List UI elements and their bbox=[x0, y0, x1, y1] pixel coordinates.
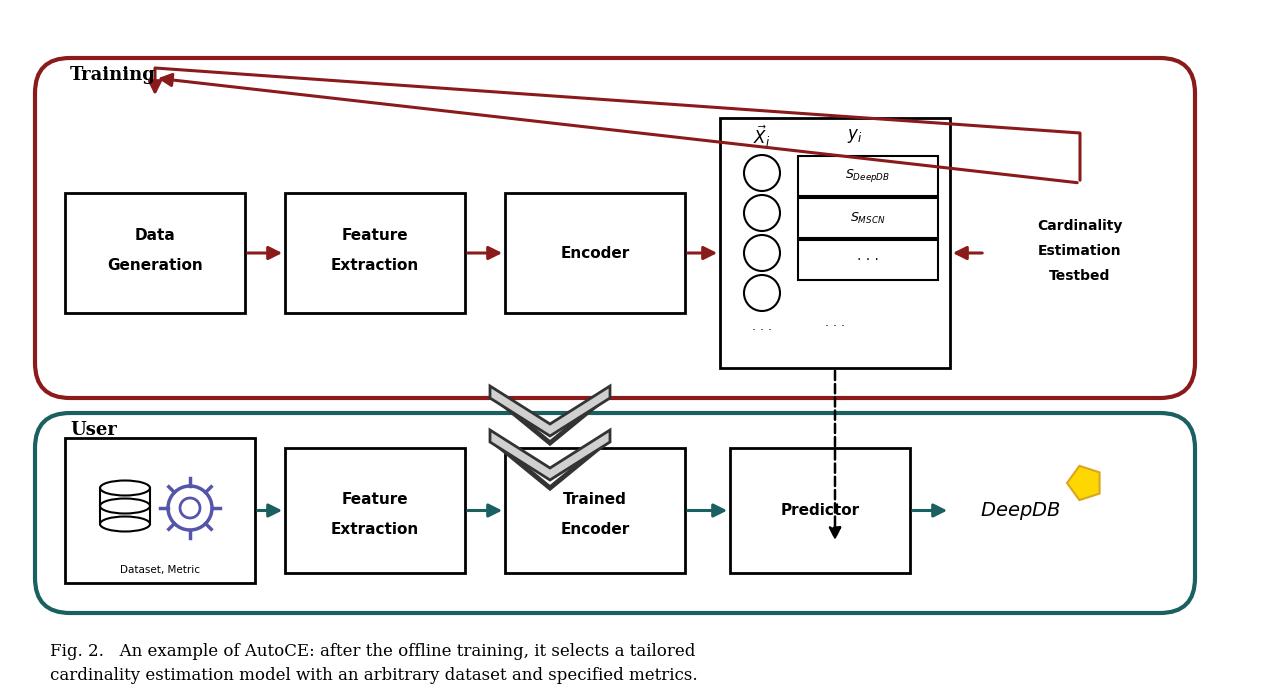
FancyBboxPatch shape bbox=[505, 193, 685, 313]
Text: Fig. 2.   An example of AutoCE: after the offline training, it selects a tailore: Fig. 2. An example of AutoCE: after the … bbox=[49, 643, 697, 683]
Ellipse shape bbox=[100, 480, 150, 496]
FancyArrowPatch shape bbox=[150, 68, 1080, 180]
Text: $\vec{X}_i$: $\vec{X}_i$ bbox=[753, 124, 771, 149]
FancyBboxPatch shape bbox=[730, 448, 910, 573]
FancyBboxPatch shape bbox=[720, 118, 950, 368]
FancyBboxPatch shape bbox=[798, 156, 938, 196]
Ellipse shape bbox=[100, 498, 150, 514]
Text: $DeepDB$: $DeepDB$ bbox=[980, 500, 1060, 521]
Text: Extraction: Extraction bbox=[331, 523, 420, 537]
Text: · · ·: · · · bbox=[825, 320, 844, 332]
Text: · · ·: · · · bbox=[752, 323, 772, 336]
Text: Encoder: Encoder bbox=[560, 523, 630, 537]
Text: Predictor: Predictor bbox=[780, 503, 860, 518]
Text: $S_{MSCN}$: $S_{MSCN}$ bbox=[851, 211, 886, 225]
FancyBboxPatch shape bbox=[798, 240, 938, 280]
Text: Generation: Generation bbox=[107, 258, 203, 274]
FancyBboxPatch shape bbox=[285, 448, 465, 573]
Text: · · ·: · · · bbox=[857, 253, 879, 267]
Polygon shape bbox=[489, 386, 610, 436]
Text: Extraction: Extraction bbox=[331, 258, 420, 274]
Text: $y_i$: $y_i$ bbox=[847, 127, 862, 145]
FancyBboxPatch shape bbox=[505, 448, 685, 573]
Text: Cardinality: Cardinality bbox=[1037, 219, 1122, 233]
FancyBboxPatch shape bbox=[798, 198, 938, 238]
Text: Dataset, Metric: Dataset, Metric bbox=[120, 565, 200, 575]
Ellipse shape bbox=[100, 517, 150, 531]
FancyBboxPatch shape bbox=[65, 438, 255, 583]
Text: Testbed: Testbed bbox=[1050, 269, 1111, 283]
Text: Estimation: Estimation bbox=[1038, 244, 1122, 258]
Text: Training: Training bbox=[70, 66, 156, 84]
Polygon shape bbox=[489, 430, 610, 480]
Text: Feature: Feature bbox=[341, 228, 408, 244]
Text: User: User bbox=[70, 421, 117, 439]
Text: Trained: Trained bbox=[563, 493, 626, 507]
Text: Encoder: Encoder bbox=[560, 246, 630, 260]
FancyBboxPatch shape bbox=[285, 193, 465, 313]
Text: Feature: Feature bbox=[341, 493, 408, 507]
Text: $S_{DeepDB}$: $S_{DeepDB}$ bbox=[846, 168, 890, 184]
FancyBboxPatch shape bbox=[65, 193, 245, 313]
Text: Data: Data bbox=[134, 228, 175, 244]
